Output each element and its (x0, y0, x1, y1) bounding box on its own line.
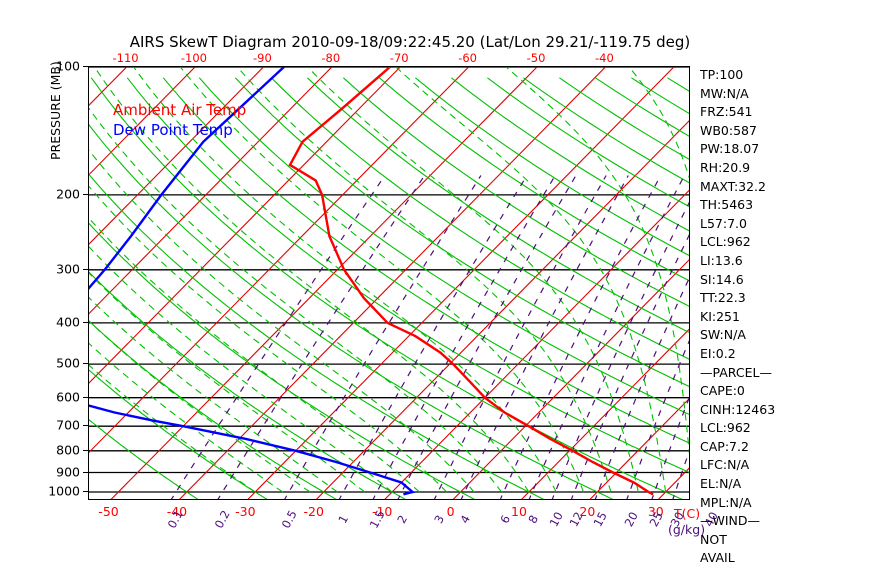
pressure-tick-label: 300 (56, 261, 80, 277)
pressure-tick-mark (83, 425, 89, 427)
bottom-temperature-tick-label: -10 (371, 504, 393, 519)
top-temperature-tick-label: -50 (526, 51, 546, 65)
stat-line: EL:N/A (700, 476, 742, 492)
stat-line: —PARCEL— (700, 364, 772, 380)
skewt-plot-area (88, 66, 690, 500)
stat-line: TT:22.3 (700, 290, 746, 306)
stat-line: RH:20.9 (700, 159, 751, 175)
stat-line: MAXT:32.2 (700, 178, 766, 194)
mixing-ratio-tick-label: 0.2 (211, 507, 233, 531)
pressure-tick-label: 600 (56, 389, 80, 405)
mixing-ratio-tick-label: 8 (525, 512, 542, 526)
stat-line: CAP:7.2 (700, 438, 749, 454)
top-temperature-tick-label: -110 (112, 51, 139, 65)
pressure-tick-label: 1000 (48, 483, 80, 499)
mixing-ratio-unit-label: (g/kg) (668, 522, 706, 537)
stat-line: AVAIL (700, 550, 735, 566)
stat-line: TP:100 (700, 67, 744, 82)
pressure-tick-label: 900 (56, 464, 80, 480)
stat-line: EI:0.2 (700, 345, 736, 361)
pressure-tick-label: 100 (56, 58, 80, 74)
top-temperature-tick-label: -100 (180, 51, 208, 65)
mixing-ratio-tick-label: 10 (547, 509, 567, 530)
stat-line: TH:5463 (700, 197, 754, 213)
bottom-temperature-tick-label: 30 (647, 504, 664, 519)
stat-line: L57:7.0 (700, 215, 747, 231)
pressure-tick-label: 400 (56, 314, 80, 330)
legend-label-dew-point-temp: Dew Point Temp (113, 121, 233, 139)
pressure-tick-label: 800 (56, 442, 80, 458)
stat-line: LCL:962 (700, 420, 751, 436)
stat-line: MW:N/A (700, 85, 749, 101)
mixing-ratio-tick-label: 2 (394, 512, 411, 526)
stat-line: LFC:N/A (700, 457, 750, 473)
legend-label-ambient-air-temp: Ambient Air Temp (113, 101, 247, 119)
stat-line: NOT (700, 531, 727, 547)
temperature-unit-label: T(C) (674, 506, 701, 521)
mixing-ratio-tick-label: 1 (335, 512, 352, 526)
pressure-tick-mark (83, 268, 89, 270)
pressure-tick-label: 500 (56, 355, 80, 371)
mixing-ratio-tick-label: 4 (457, 512, 474, 526)
pressure-tick-mark (83, 490, 89, 492)
stat-line: FRZ:541 (700, 104, 753, 120)
pressure-tick-mark (83, 471, 89, 473)
stat-line: WB0:587 (700, 122, 757, 138)
pressure-tick-mark (83, 321, 89, 323)
pressure-axis-label: PRESSURE (MB) (48, 61, 63, 160)
sounding-statistics-panel: TP:100 MW:N/A FRZ:541 WB0:587 PW:18.07 RH:20.… (700, 66, 860, 568)
top-temperature-tick-label: -80 (321, 51, 341, 65)
stat-line: LCL:962 (700, 234, 751, 250)
stat-line: CAPE:0 (700, 383, 745, 399)
top-temperature-tick-label: -70 (389, 51, 409, 65)
pressure-tick-label: 700 (56, 417, 80, 433)
skewt-background-grid (89, 67, 689, 499)
bottom-temperature-tick-label: -30 (235, 504, 256, 519)
stat-line: CINH:12463 (700, 401, 776, 417)
bottom-temperature-tick-label: -40 (166, 504, 188, 519)
pressure-tick-mark (83, 396, 89, 398)
mixing-ratio-tick-label: 0.5 (278, 507, 300, 531)
stat-line: SW:N/A (700, 327, 746, 343)
top-temperature-tick-label: -90 (252, 51, 272, 65)
pressure-tick-mark (83, 66, 89, 67)
bottom-temperature-tick-label: 20 (579, 504, 596, 519)
bottom-temperature-tick-label: -50 (98, 504, 119, 519)
skewt-sounding-curves (89, 67, 654, 496)
pressure-tick-mark (83, 449, 89, 451)
stat-line: LI:13.6 (700, 252, 743, 268)
bottom-temperature-tick-label: 10 (511, 504, 527, 519)
page-title: AIRS SkewT Diagram 2010-09-18/09:22:45.2… (129, 33, 691, 51)
top-temperature-tick-label: -40 (595, 51, 614, 65)
pressure-tick-mark (83, 363, 89, 365)
mixing-ratio-tick-label: 3 (430, 512, 447, 526)
stat-line: PW:18.07 (700, 141, 760, 157)
stat-line: KI:251 (700, 308, 740, 324)
mixing-ratio-tick-label: 20 (621, 509, 642, 530)
bottom-temperature-tick-label: 0 (446, 504, 455, 519)
bottom-temperature-tick-label: -20 (303, 504, 324, 519)
stat-line: SI:14.6 (700, 271, 744, 287)
pressure-tick-label: 200 (56, 186, 80, 202)
stat-line: —WIND— (700, 513, 761, 529)
top-temperature-tick-label: -60 (458, 51, 477, 65)
pressure-tick-mark (83, 193, 89, 195)
stat-line: MPL:N/A (700, 494, 752, 510)
